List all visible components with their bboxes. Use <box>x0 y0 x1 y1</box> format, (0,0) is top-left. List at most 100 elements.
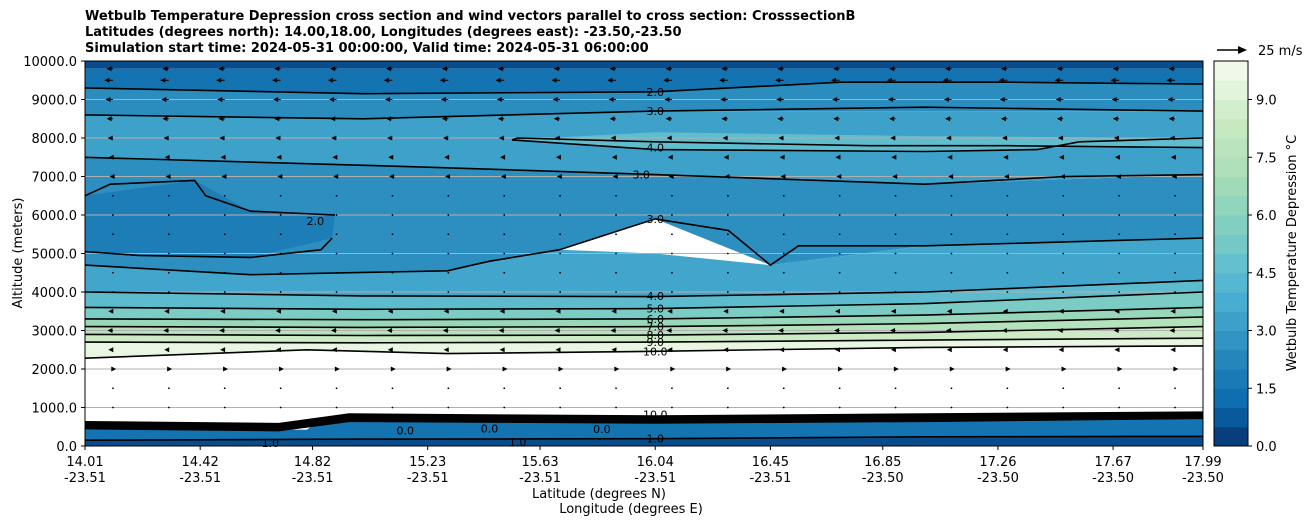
wind-vector-16-15 <box>949 366 955 372</box>
wind-vector-6-10 <box>668 174 674 179</box>
wind-vector-5-7 <box>500 154 506 160</box>
wind-vector-13-7 <box>499 308 505 314</box>
wind-vector-18-14 <box>894 406 897 409</box>
wind-vector-14-13 <box>834 328 840 333</box>
y-tick-label-10: 10000.0 <box>23 55 77 70</box>
wind-vector-14-0 <box>107 328 113 333</box>
wind-vector-4-17 <box>1057 135 1064 141</box>
wind-vector-15-4 <box>331 347 337 353</box>
wind-vector-3-16 <box>1000 116 1008 122</box>
wind-vector-1-16 <box>998 77 1008 83</box>
wind-vector-15-8 <box>555 347 561 353</box>
wind-vector-12-13 <box>838 291 841 293</box>
wind-vector-8-17 <box>1062 214 1065 216</box>
wind-vector-8-16 <box>1006 214 1009 216</box>
wind-vector-14-14 <box>890 328 896 333</box>
wind-vector-13-14 <box>890 308 896 314</box>
wind-vector-10-10 <box>671 252 673 255</box>
wind-vector-4-0 <box>107 135 113 141</box>
wind-vector-12-19 <box>1174 291 1176 293</box>
wind-vector-8-11 <box>726 214 729 216</box>
x-tick-lat-8: 17.26 <box>979 455 1016 470</box>
wind-vector-15-7 <box>499 347 505 353</box>
wind-vector-11-3 <box>279 271 282 274</box>
filled-band-15 <box>85 436 1203 446</box>
colorbar-tick-0: 0.0 <box>1256 440 1277 455</box>
wind-vector-17-12 <box>782 387 785 390</box>
wind-vector-7-11 <box>726 194 729 197</box>
x-tick-lon-0: -23.51 <box>64 471 106 486</box>
wind-vector-0-4 <box>330 66 337 72</box>
colorbar-tick-2: 3.0 <box>1256 325 1277 340</box>
filled-band-8 <box>85 280 1203 310</box>
wind-vector-11-15 <box>950 271 953 274</box>
wind-vector-3-10 <box>665 116 672 122</box>
filled-band-7 <box>85 238 1203 297</box>
colorbar-tick-4: 6.0 <box>1256 209 1277 224</box>
wind-vector-13-17 <box>1058 308 1064 314</box>
wind-vector-12-15 <box>950 291 953 293</box>
wind-vector-2-12 <box>776 97 784 102</box>
wind-vector-2-10 <box>664 97 672 102</box>
wind-vector-12-4 <box>335 291 338 293</box>
y-tick-label-1: 1000.0 <box>32 402 78 417</box>
wind-vector-0-18 <box>1112 66 1120 72</box>
title-line-2: Latitudes (degrees north): 14.00,18.00, … <box>85 25 682 40</box>
colorbar-frame <box>1213 60 1249 447</box>
wind-vector-13-15 <box>946 308 952 314</box>
wind-vector-12-5 <box>391 291 394 293</box>
contour-line-7 <box>85 218 1203 276</box>
wind-vector-6-12 <box>780 174 786 179</box>
wind-vector-17-15 <box>950 387 953 390</box>
wind-vector-5-5 <box>388 154 394 160</box>
contour-label-2: 4.0 <box>646 142 664 155</box>
contour-label-13: 1.0 <box>646 433 664 446</box>
wind-vector-4-13 <box>834 135 840 141</box>
wind-vector-9-2 <box>223 233 226 236</box>
wind-vector-8-7 <box>503 214 506 216</box>
contour-line-2 <box>511 137 1203 149</box>
wind-vector-0-13 <box>833 66 840 72</box>
wind-vector-16-16 <box>1005 366 1011 372</box>
wind-vector-7-19 <box>1174 194 1176 197</box>
wind-vector-8-0 <box>112 214 114 216</box>
filled-band-2 <box>85 82 1203 119</box>
wind-vector-11-17 <box>1062 271 1065 274</box>
wind-vector-18-7 <box>503 406 506 409</box>
wind-vector-3-18 <box>1112 116 1120 122</box>
wind-vector-2-14 <box>888 97 896 102</box>
wind-vector-9-14 <box>894 233 897 236</box>
x-tick-lon-5: -23.51 <box>634 471 676 486</box>
wind-vector-9-6 <box>447 233 450 236</box>
terrain-band <box>85 411 1203 432</box>
wind-vector-4-4 <box>331 135 337 141</box>
wind-vector-3-4 <box>330 116 337 122</box>
wind-vector-4-14 <box>890 135 896 141</box>
colorbar-segment-19 <box>1214 61 1248 81</box>
wind-vector-8-9 <box>615 214 617 216</box>
colorbar-segment-16 <box>1214 118 1248 139</box>
wind-vector-13-4 <box>331 308 337 314</box>
wind-vector-18-2 <box>223 406 226 409</box>
wind-vector-7-3 <box>279 194 282 197</box>
wind-vector-9-3 <box>279 233 282 236</box>
wind-vector-3-9 <box>609 116 617 122</box>
wind-vector-3-12 <box>777 116 784 122</box>
wind-vector-12-0 <box>112 291 114 293</box>
y-tick-label-6: 6000.0 <box>32 209 78 224</box>
wind-vector-8-5 <box>391 214 394 216</box>
wind-vector-17-6 <box>447 387 450 390</box>
wind-vector-15-19 <box>1170 347 1176 353</box>
wind-vector-4-1 <box>163 135 169 141</box>
wind-vector-1-2 <box>216 77 225 83</box>
wind-vector-5-19 <box>1170 154 1176 160</box>
wind-vector-18-11 <box>726 406 729 409</box>
wind-vector-17-11 <box>726 387 729 390</box>
wind-vector-16-17 <box>1061 366 1067 372</box>
wind-vector-7-5 <box>391 194 394 197</box>
colorbar-segment-7 <box>1214 292 1248 312</box>
wind-vector-9-19 <box>1174 233 1176 236</box>
wind-vector-13-5 <box>387 308 393 314</box>
wind-vector-17-1 <box>167 387 170 390</box>
